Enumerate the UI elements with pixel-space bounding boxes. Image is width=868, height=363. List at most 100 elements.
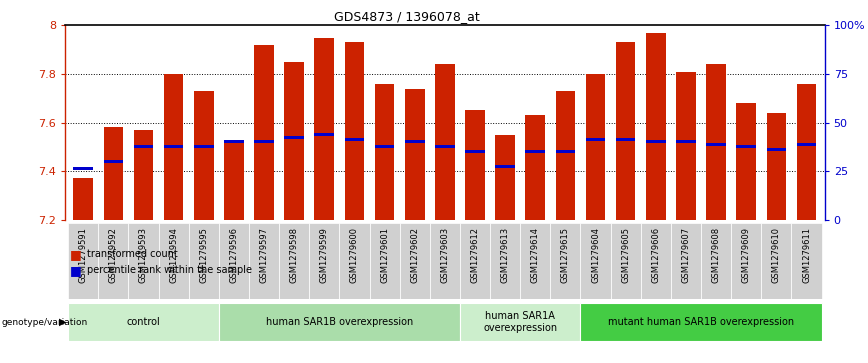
Text: GSM1279593: GSM1279593 — [139, 227, 148, 283]
Bar — [285, 62, 304, 220]
Bar — [188, 223, 219, 299]
Bar — [460, 223, 490, 299]
Bar — [766, 113, 786, 220]
Bar — [586, 138, 605, 141]
Bar — [641, 223, 671, 299]
Bar — [465, 150, 485, 153]
Text: ▶: ▶ — [59, 317, 67, 327]
Bar — [797, 143, 816, 146]
Bar — [676, 72, 696, 220]
Bar — [435, 64, 455, 220]
Text: GSM1279592: GSM1279592 — [108, 227, 118, 283]
Text: human SAR1A
overexpression: human SAR1A overexpression — [483, 311, 557, 333]
Text: GSM1279614: GSM1279614 — [530, 227, 540, 283]
Bar — [74, 178, 93, 220]
Bar — [496, 165, 515, 168]
Bar — [164, 145, 183, 148]
Bar — [435, 145, 455, 148]
Bar — [224, 140, 244, 143]
Text: GSM1279598: GSM1279598 — [290, 227, 299, 283]
Text: GSM1279606: GSM1279606 — [651, 227, 661, 283]
Text: human SAR1B overexpression: human SAR1B overexpression — [266, 317, 413, 327]
Bar — [707, 143, 726, 146]
Bar — [103, 127, 123, 220]
Text: GSM1279603: GSM1279603 — [440, 227, 450, 283]
Text: GSM1279608: GSM1279608 — [712, 227, 720, 283]
Bar — [68, 303, 219, 341]
Bar — [761, 223, 792, 299]
Bar — [581, 303, 822, 341]
Bar — [616, 138, 635, 141]
Bar — [581, 223, 610, 299]
Bar — [797, 84, 816, 220]
Bar — [254, 45, 273, 220]
Text: GSM1279611: GSM1279611 — [802, 227, 811, 283]
Bar — [525, 115, 545, 220]
Bar — [792, 223, 822, 299]
Bar — [646, 33, 666, 220]
Text: transformed count: transformed count — [87, 249, 178, 259]
Bar — [404, 89, 424, 220]
Bar — [671, 223, 701, 299]
Bar — [159, 223, 188, 299]
Bar — [736, 145, 756, 148]
Text: GSM1279602: GSM1279602 — [411, 227, 419, 283]
Text: control: control — [127, 317, 161, 327]
Text: ■: ■ — [69, 264, 82, 277]
Bar — [496, 135, 515, 220]
Bar — [314, 37, 334, 220]
Bar — [520, 223, 550, 299]
Bar — [556, 150, 575, 153]
Text: GSM1279597: GSM1279597 — [260, 227, 268, 283]
Text: GSM1279605: GSM1279605 — [621, 227, 630, 283]
Bar — [610, 223, 641, 299]
Bar — [731, 223, 761, 299]
Bar — [194, 145, 214, 148]
Bar — [676, 140, 696, 143]
Text: GSM1279609: GSM1279609 — [742, 227, 751, 283]
Bar — [490, 223, 520, 299]
Text: GSM1279607: GSM1279607 — [681, 227, 690, 283]
Bar — [701, 223, 731, 299]
Bar — [616, 42, 635, 220]
Bar — [556, 91, 575, 220]
Bar — [134, 130, 154, 220]
Bar — [314, 133, 334, 136]
Bar — [550, 223, 581, 299]
Text: GSM1279615: GSM1279615 — [561, 227, 570, 283]
Bar — [766, 148, 786, 151]
Text: GSM1279596: GSM1279596 — [229, 227, 239, 283]
Bar — [219, 303, 460, 341]
Bar — [224, 142, 244, 220]
Bar — [460, 303, 581, 341]
Bar — [707, 64, 726, 220]
Bar — [586, 74, 605, 220]
Bar — [103, 160, 123, 163]
Bar — [345, 42, 365, 220]
Bar — [219, 223, 249, 299]
Text: mutant human SAR1B overexpression: mutant human SAR1B overexpression — [608, 317, 794, 327]
Bar — [249, 223, 279, 299]
Bar — [339, 223, 370, 299]
Bar — [736, 103, 756, 220]
Bar — [646, 140, 666, 143]
Bar — [345, 138, 365, 141]
Bar — [375, 84, 394, 220]
Text: GSM1279604: GSM1279604 — [591, 227, 600, 283]
Bar — [370, 223, 399, 299]
Text: GSM1279613: GSM1279613 — [501, 227, 510, 283]
Bar — [399, 223, 430, 299]
Bar — [74, 167, 93, 170]
Bar — [254, 140, 273, 143]
Text: GSM1279610: GSM1279610 — [772, 227, 781, 283]
Title: GDS4873 / 1396078_at: GDS4873 / 1396078_at — [334, 10, 480, 23]
Bar — [98, 223, 128, 299]
Text: GSM1279599: GSM1279599 — [319, 227, 329, 283]
Bar — [68, 223, 98, 299]
Text: percentile rank within the sample: percentile rank within the sample — [87, 265, 252, 276]
Bar — [134, 145, 154, 148]
Text: GSM1279601: GSM1279601 — [380, 227, 389, 283]
Bar — [430, 223, 460, 299]
Bar — [375, 145, 394, 148]
Text: genotype/variation: genotype/variation — [2, 318, 88, 327]
